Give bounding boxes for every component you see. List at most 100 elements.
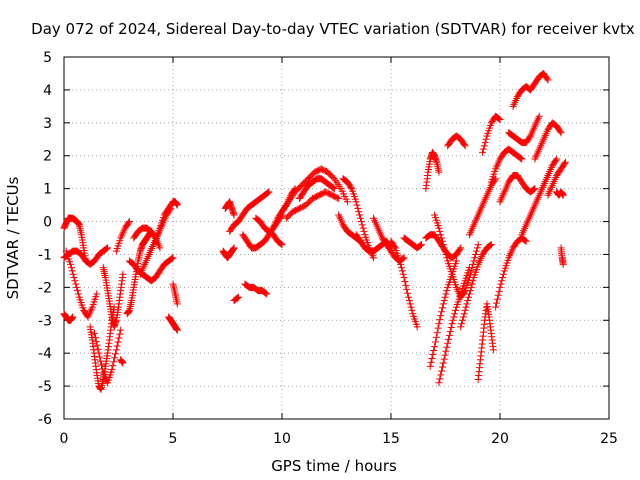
data-point-marker: [438, 363, 446, 371]
data-point-marker: [492, 303, 500, 311]
data-point-marker: [482, 135, 490, 143]
series-arc-21: [241, 280, 271, 298]
data-point-marker: [329, 183, 337, 191]
data-point-marker: [436, 375, 444, 383]
x-axis-label: GPS time / hours: [271, 457, 397, 475]
series-arc-07: [99, 264, 127, 331]
data-point-marker: [403, 285, 411, 293]
data-point-marker: [449, 316, 457, 324]
series-arc-40: [457, 241, 495, 331]
data-point-marker: [561, 160, 569, 168]
y-axis-label: SDTVAR / TECUs: [4, 176, 22, 299]
data-point-marker: [430, 347, 438, 355]
data-point-marker: [466, 287, 474, 295]
data-point-marker: [407, 303, 415, 311]
data-point-marker: [435, 224, 443, 232]
data-point-marker: [529, 186, 537, 194]
data-point-marker: [442, 250, 450, 258]
data-point-marker: [278, 241, 286, 249]
data-point-marker: [72, 280, 80, 288]
data-point-marker: [464, 297, 472, 305]
y-tick-label: -3: [38, 313, 52, 329]
data-point-marker: [168, 254, 176, 262]
data-point-marker: [396, 257, 404, 265]
data-point-marker: [559, 191, 567, 199]
data-point-marker: [71, 277, 79, 285]
data-point-marker: [119, 270, 127, 278]
data-point-marker: [444, 339, 452, 347]
data-point-marker: [74, 290, 82, 298]
data-point-marker: [156, 244, 164, 252]
data-point-marker: [487, 241, 495, 249]
data-point-marker: [263, 189, 271, 197]
data-point-marker: [230, 244, 238, 252]
data-point-marker: [456, 245, 464, 253]
series-arc-17: [219, 244, 238, 262]
series-arc-09: [117, 356, 127, 367]
data-point-marker: [276, 239, 284, 247]
data-point-marker: [429, 350, 437, 358]
data-point-marker: [74, 287, 82, 295]
data-point-marker: [443, 343, 451, 351]
data-point-marker: [552, 156, 560, 164]
data-point-marker: [70, 273, 78, 281]
data-point-marker: [438, 234, 446, 242]
series-arc-18: [221, 198, 238, 219]
data-point-marker: [468, 280, 476, 288]
data-point-marker: [457, 244, 465, 252]
data-point-marker: [262, 289, 270, 297]
data-point-marker: [459, 313, 467, 321]
data-point-marker: [470, 257, 478, 265]
series-arc-46: [496, 171, 539, 206]
series-arc-39: [431, 211, 482, 301]
data-point-marker: [465, 293, 473, 301]
data-point-marker: [447, 324, 455, 332]
data-point-marker: [437, 371, 445, 379]
data-point-marker: [450, 313, 458, 321]
data-point-marker: [452, 257, 460, 265]
data-point-marker: [436, 227, 444, 235]
data-point-marker: [495, 115, 503, 123]
data-point-marker: [111, 350, 119, 358]
data-point-marker: [518, 155, 526, 163]
data-point-marker: [438, 237, 446, 245]
data-point-marker: [437, 312, 445, 320]
data-point-marker: [125, 218, 133, 226]
axes: [63, 56, 610, 420]
data-point-marker: [439, 241, 447, 249]
data-point-marker: [493, 299, 501, 307]
data-point-marker: [442, 290, 450, 298]
chart-title: Day 072 of 2024, Sidereal Day-to-day VTE…: [31, 20, 635, 38]
data-point-marker: [416, 242, 424, 250]
data-point-marker: [462, 303, 470, 311]
data-point-marker: [460, 288, 468, 296]
series-arc-27: [295, 175, 338, 203]
data-point-marker: [98, 365, 106, 373]
data-point-marker: [69, 270, 77, 278]
data-point-marker: [417, 241, 425, 249]
data-point-marker: [352, 198, 360, 206]
y-tick-label: 5: [43, 50, 52, 66]
data-point-marker: [460, 310, 468, 318]
data-point-marker: [69, 313, 77, 321]
plot-frame: [63, 56, 610, 420]
data-point-marker: [497, 280, 505, 288]
data-point-marker: [91, 333, 99, 341]
data-point-marker: [433, 329, 441, 337]
data-point-marker: [93, 341, 101, 349]
data-point-marker: [439, 300, 447, 308]
data-point-marker: [112, 346, 120, 354]
data-point-marker: [67, 264, 75, 272]
data-point-marker: [452, 306, 460, 314]
data-point-marker: [398, 267, 406, 275]
data-point-marker: [486, 241, 494, 249]
x-tick-label: 20: [491, 431, 509, 447]
data-point-marker: [405, 297, 413, 305]
x-tick-label: 10: [273, 431, 291, 447]
data-point-marker: [451, 310, 459, 318]
x-tick-label: 25: [600, 431, 618, 447]
data-point-marker: [467, 283, 475, 291]
data-point-marker: [435, 320, 443, 328]
data-point-marker: [264, 189, 272, 197]
